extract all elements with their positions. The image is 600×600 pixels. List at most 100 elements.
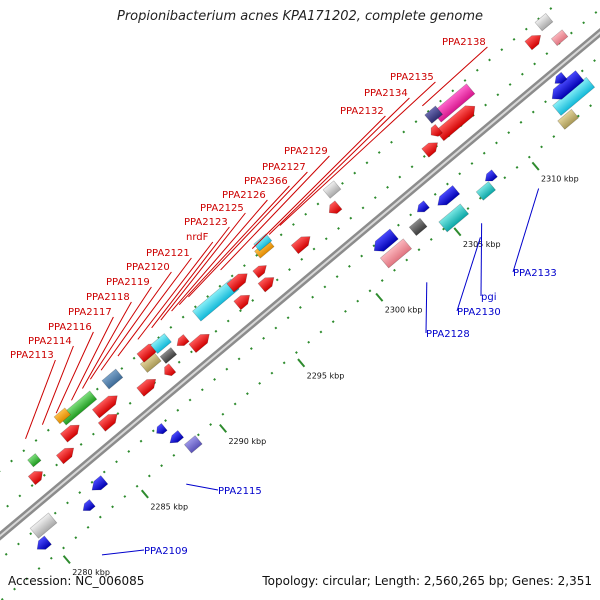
gene-label-top: PPA2125 (200, 203, 244, 214)
gene-shape (432, 83, 476, 123)
label-leader-line (117, 257, 192, 357)
gene-shape (91, 395, 118, 419)
gene-shape (373, 228, 399, 252)
forward-gene (524, 35, 542, 51)
forward-gene (328, 200, 343, 214)
forward-gene (164, 363, 177, 377)
gene-label-top: PPA2123 (184, 217, 228, 228)
scale-label: 2285 kbp (150, 502, 188, 511)
gene-label-top: PPA2117 (68, 307, 112, 318)
label-leader-line (55, 331, 94, 414)
gene-shape (29, 512, 58, 539)
forward-gene (290, 236, 311, 255)
gene-shape (91, 475, 109, 491)
forward-gene (322, 180, 342, 199)
label-leader-line (137, 241, 214, 340)
forward-gene (59, 424, 80, 443)
gene-label-bottom: PPA2128 (426, 329, 470, 340)
gene-shape (183, 435, 203, 454)
gene-label-bottom: PPA2115 (218, 486, 262, 497)
forward-gene (424, 105, 443, 124)
gene-shape (322, 180, 342, 199)
gene-shape (557, 108, 579, 130)
gene-shape (53, 407, 72, 425)
gene-shape (27, 453, 42, 468)
label-leader-line (171, 199, 268, 312)
scale-tick (62, 555, 71, 565)
gene-shape (408, 217, 428, 237)
gene-shape (257, 277, 275, 293)
scale-label: 2280 kbp (72, 568, 110, 577)
forward-gene (550, 29, 569, 47)
accession-text: Accession: NC_006085 (8, 574, 145, 588)
label-leader-line (251, 115, 386, 249)
reverse-gene (82, 499, 96, 511)
gene-shape (421, 142, 438, 158)
gene-shape (27, 471, 43, 486)
scale-tick (297, 358, 306, 368)
label-leader-line (101, 549, 145, 556)
forward-gene (188, 333, 210, 354)
reverse-gene (156, 422, 168, 435)
label-leader-line (186, 483, 219, 491)
map-title: Propionibacterium acnes KPA171202, compl… (117, 9, 483, 24)
reverse-gene (91, 475, 109, 491)
forward-gene (432, 83, 476, 123)
gene-shape (226, 273, 248, 293)
gene-shape (192, 278, 240, 322)
label-leader-line (25, 359, 56, 440)
backbone-core (0, 31, 600, 538)
forward-gene (101, 368, 124, 390)
reverse-gene (416, 200, 430, 213)
gene-shape (550, 29, 569, 47)
label-leader-line (512, 188, 540, 273)
gene-shape (475, 181, 496, 201)
label-leader-line (100, 271, 172, 371)
reverse-gene (475, 181, 496, 201)
label-leader-line (220, 155, 330, 271)
label-leader-line (178, 185, 290, 306)
forward-gene (233, 294, 250, 311)
genome-backbone (0, 27, 600, 541)
gene-shape (379, 238, 413, 269)
forward-gene (150, 333, 172, 354)
gene-shape (156, 422, 168, 435)
scale-tick (140, 489, 149, 499)
forward-gene (91, 395, 118, 419)
forward-gene (534, 12, 554, 32)
gene-shape (150, 333, 172, 354)
gene-shape (36, 535, 52, 550)
gene-features (27, 12, 596, 550)
gene-shape (136, 378, 157, 397)
gene-label-top: nrdF (186, 232, 209, 243)
reverse-gene (29, 512, 58, 539)
gene-label-top: PPA2138 (442, 37, 486, 48)
gene-shape (252, 265, 267, 279)
label-leader-line (89, 286, 152, 380)
gene-shape (416, 200, 430, 213)
summary-text: Topology: circular; Length: 2,560,265 bp… (262, 574, 592, 588)
gene-shape (188, 333, 210, 354)
reverse-gene (373, 228, 399, 252)
scale-tick (531, 161, 540, 171)
gene-label-top: PPA2118 (86, 292, 130, 303)
gene-shape (59, 424, 80, 443)
gene-shape (164, 363, 177, 377)
forward-gene (192, 278, 240, 322)
gene-shape (55, 447, 75, 465)
scale-label: 2310 kbp (541, 175, 579, 184)
scale-tick (453, 227, 462, 237)
gene-shape (97, 413, 118, 432)
gene-shape (159, 347, 178, 364)
forward-gene (435, 105, 476, 142)
gene-shape (551, 70, 585, 100)
gene-shape (176, 334, 190, 346)
gene-label-top: PPA2134 (364, 88, 408, 99)
reverse-gene (438, 203, 470, 233)
gene-label-bottom: PPA2133 (513, 268, 557, 279)
scale-label: 2295 kbp (307, 371, 345, 380)
scale-label: 2300 kbp (385, 306, 423, 315)
scale-tick (219, 423, 228, 433)
gene-label-top: PPA2114 (28, 336, 72, 347)
